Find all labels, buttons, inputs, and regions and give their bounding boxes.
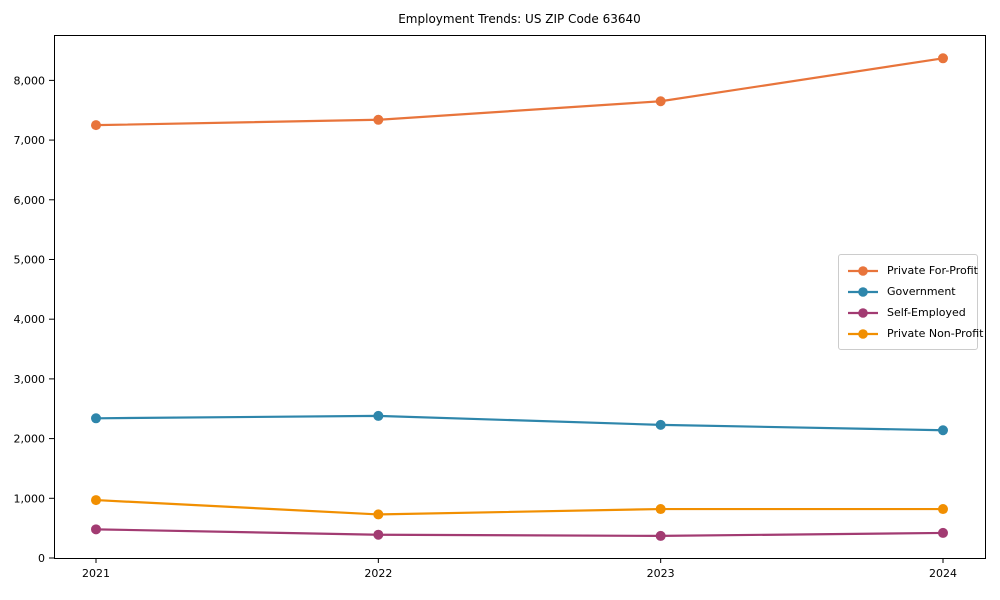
data-point-private-non-profit xyxy=(373,509,384,520)
data-point-private-non-profit xyxy=(91,495,101,506)
y-axis-tick-label: 4,000 xyxy=(14,313,46,326)
x-axis-tick-label: 2024 xyxy=(929,567,957,580)
legend-item: Private Non-Profit xyxy=(847,324,983,343)
y-axis-tick-label: 0 xyxy=(38,552,45,565)
series-line-private-non-profit xyxy=(95,498,943,516)
data-point-private-for-profit xyxy=(938,53,948,64)
y-axis-tick-label: 8,000 xyxy=(14,74,46,87)
legend-label: Government xyxy=(887,285,956,298)
data-point-government xyxy=(373,410,384,421)
legend: Private For-Profit Government Self-Emplo… xyxy=(838,254,983,350)
data-point-self-employed xyxy=(655,530,666,541)
x-axis-tick-label: 2022 xyxy=(364,567,392,580)
data-point-government xyxy=(655,419,666,430)
data-point-private-non-profit xyxy=(655,504,666,515)
data-point-private-for-profit xyxy=(373,114,384,125)
line-marker-icon xyxy=(848,328,878,339)
legend-item: Government xyxy=(847,282,969,301)
plot-frame xyxy=(54,35,986,559)
y-axis-tick-label: 5,000 xyxy=(14,253,46,266)
data-point-self-employed xyxy=(91,524,101,535)
y-axis-tick-label: 2,000 xyxy=(14,433,46,446)
data-point-private-non-profit xyxy=(938,504,948,515)
y-axis-tick-label: 6,000 xyxy=(14,194,46,207)
data-point-government xyxy=(938,425,948,436)
data-point-self-employed xyxy=(373,529,384,540)
data-point-private-for-profit xyxy=(655,96,666,107)
line-marker-icon xyxy=(848,286,878,297)
legend-item: Self-Employed xyxy=(847,303,969,322)
series-line-private-for-profit xyxy=(95,57,944,127)
y-axis-tick-label: 1,000 xyxy=(14,492,46,505)
data-point-government xyxy=(91,413,101,424)
series-line-government xyxy=(95,414,944,432)
legend-label: Private For-Profit xyxy=(887,264,978,277)
legend-label: Private Non-Profit xyxy=(887,327,984,340)
legend-label: Self-Employed xyxy=(887,306,966,319)
x-axis-tick-label: 2021 xyxy=(82,567,110,580)
series-line-self-employed xyxy=(95,528,944,538)
data-point-private-for-profit xyxy=(91,120,101,131)
y-axis-tick-label: 3,000 xyxy=(14,373,46,386)
chart-title: Employment Trends: US ZIP Code 63640 xyxy=(398,12,641,26)
data-point-self-employed xyxy=(938,527,948,538)
line-marker-icon xyxy=(848,265,878,276)
legend-item: Private For-Profit xyxy=(847,261,978,280)
x-axis-tick-label: 2023 xyxy=(647,567,675,580)
y-axis-tick-label: 7,000 xyxy=(14,134,46,147)
line-marker-icon xyxy=(848,307,878,318)
